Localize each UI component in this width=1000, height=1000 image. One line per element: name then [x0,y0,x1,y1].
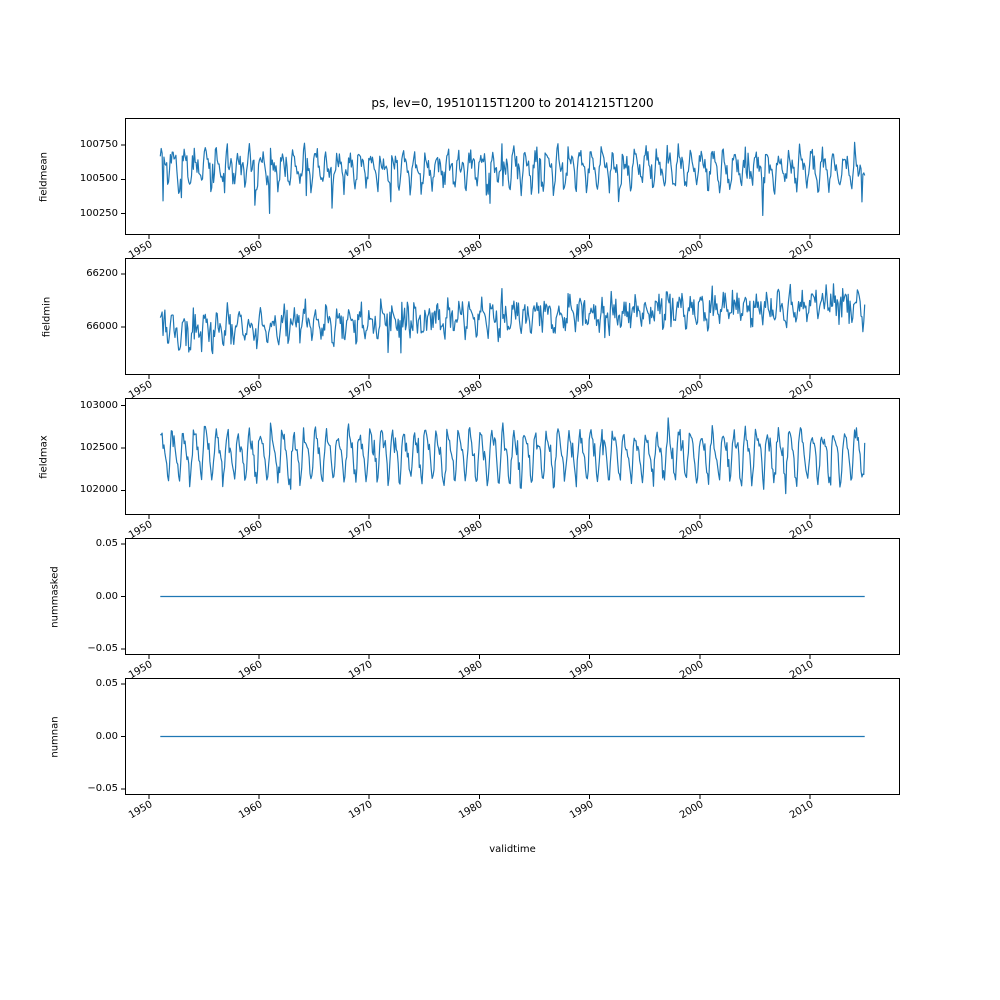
y-tick-label: 102000 [79,484,118,496]
series-line-fieldmax [160,417,866,495]
y-tick-label: 66000 [86,321,118,333]
plot-area-numnan [121,678,900,799]
y-axis-label-fieldmean: fieldmean [38,151,49,202]
plot-area-fieldmean [121,118,900,239]
y-tick-label: 0.05 [95,537,118,549]
y-tick-label: 100750 [79,138,118,150]
x-tick-label: 1960 [236,799,265,822]
x-tick-label: 2000 [677,799,706,822]
y-tick-label: 103000 [79,399,118,411]
axes-spines [125,118,900,235]
y-tick-label: 0.00 [95,730,118,742]
y-tick-label: 66200 [86,267,118,279]
series-line-fieldmean [159,141,866,217]
y-tick-label: 102500 [79,442,118,454]
y-tick-label: 100250 [79,207,118,219]
axes-fieldmin: 66000 66200 1950 1960 1970 1980 1990 2000 2010 fi… [41,258,900,401]
x-tick-label: 1970 [347,799,375,822]
x-axis-title: validtime [489,844,536,855]
series-line-fieldmin [159,283,866,355]
y-axis-label-nummasked: nummasked [49,565,60,628]
x-tick-label: 1980 [457,799,485,822]
chart-title: ps, lev=0, 19510115T1200 to 20141215T120… [371,96,654,110]
axes-fieldmax: 102000 102500 103000 1950 1960 1970 1980 1990 20… [38,398,900,541]
x-tick-label: 1990 [567,799,596,822]
axes-nummasked: 0.05 0.00 −0.05 1950 1960 1970 1980 1990 2000 201… [49,538,900,681]
y-axis-label-fieldmax: fieldmax [38,434,49,479]
y-tick-label: 0.00 [95,590,118,602]
plot-area-fieldmax [121,398,900,519]
y-tick-label: −0.05 [87,783,118,795]
axes-numnan: 0.05 0.00 −0.05 1950 1960 1970 1980 1990 2000 201… [49,678,900,821]
axes-fieldmean: 100250 100500 100750 1950 1960 1970 1980 1990 20… [38,118,900,261]
plot-area-fieldmin [121,258,900,379]
y-tick-label: −0.05 [87,643,118,655]
y-axis-label-numnan: numnan [49,715,60,758]
y-tick-label: 0.05 [95,677,118,689]
x-tick-label: 2010 [788,799,816,822]
x-tick-label: 1950 [126,799,155,822]
plot-area-nummasked [121,538,900,659]
y-axis-label-fieldmin: fieldmin [41,296,52,337]
y-tick-label: 100500 [79,173,118,185]
